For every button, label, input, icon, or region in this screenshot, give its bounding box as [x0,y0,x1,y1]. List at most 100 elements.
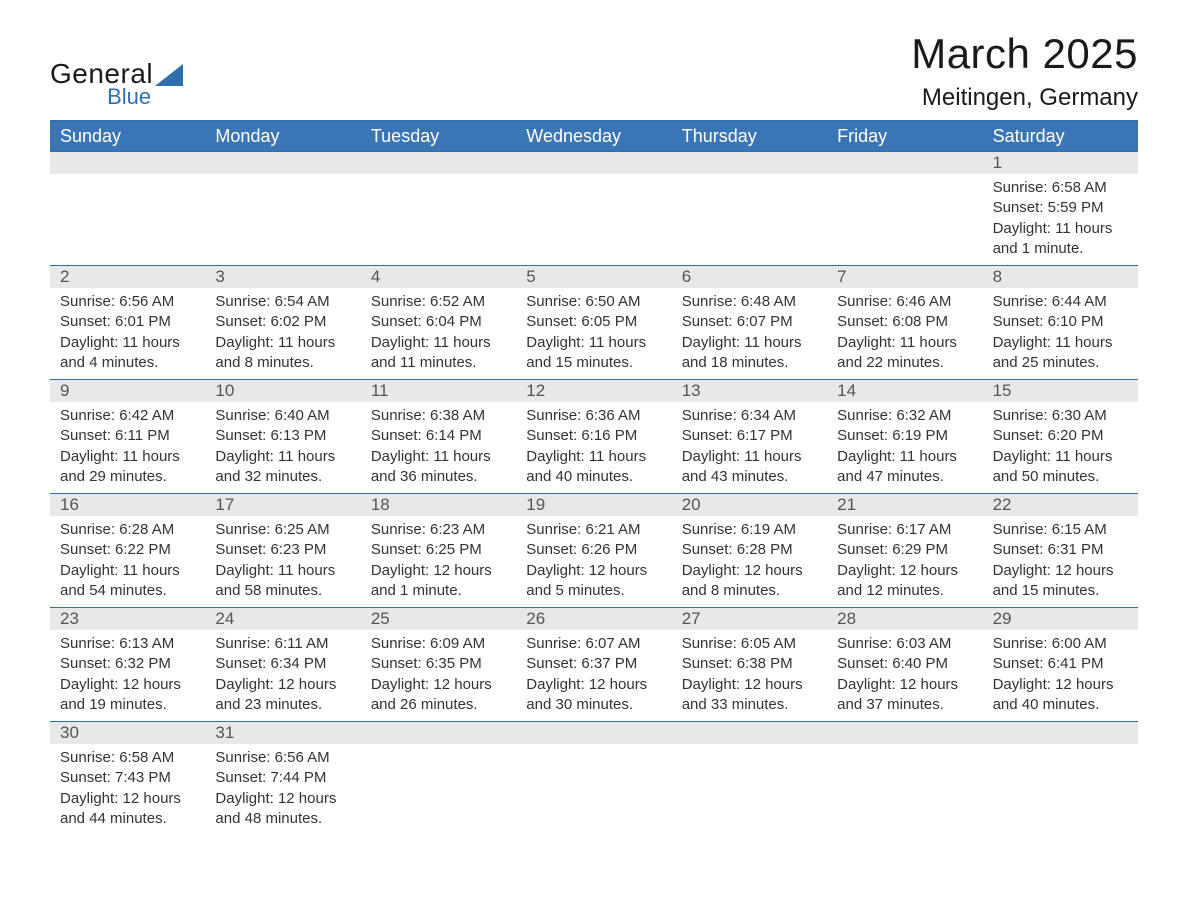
daylight-line: Daylight: 12 hours and 23 minutes. [215,675,350,716]
sunrise-line: Sunrise: 6:13 AM [60,634,195,654]
sunset-line: Sunset: 6:40 PM [837,654,972,674]
calendar-grid: SundayMondayTuesdayWednesdayThursdayFrid… [50,120,1138,835]
daylight-line: Daylight: 12 hours and 48 minutes. [215,789,350,830]
sunset-line: Sunset: 6:38 PM [682,654,817,674]
sunrise-line: Sunrise: 6:50 AM [526,292,661,312]
daylight-line: Daylight: 12 hours and 44 minutes. [60,789,195,830]
sunset-line: Sunset: 6:14 PM [371,426,506,446]
sunrise-line: Sunrise: 6:58 AM [60,748,195,768]
sunset-line: Sunset: 6:26 PM [526,540,661,560]
daylight-line: Daylight: 12 hours and 12 minutes. [837,561,972,602]
daylight-line: Daylight: 11 hours and 43 minutes. [682,447,817,488]
sunrise-line: Sunrise: 6:25 AM [215,520,350,540]
sunrise-line: Sunrise: 6:03 AM [837,634,972,654]
sunset-line: Sunset: 6:34 PM [215,654,350,674]
sunrise-line: Sunrise: 6:28 AM [60,520,195,540]
daylight-line: Daylight: 11 hours and 4 minutes. [60,333,195,374]
logo-sail-icon [155,64,183,86]
day-details: Sunrise: 6:42 AMSunset: 6:11 PMDaylight:… [50,402,205,493]
sunset-line: Sunset: 6:02 PM [215,312,350,332]
sunset-line: Sunset: 7:43 PM [60,768,195,788]
day-number: 28 [827,608,982,630]
day-of-week-header: Thursday [672,122,827,151]
sunset-line: Sunset: 6:05 PM [526,312,661,332]
header-row: General Blue March 2025 Meitingen, Germa… [50,30,1138,112]
day-cell: 26Sunrise: 6:07 AMSunset: 6:37 PMDayligh… [516,607,671,721]
day-cell: 9Sunrise: 6:42 AMSunset: 6:11 PMDaylight… [50,379,205,493]
sunrise-line: Sunrise: 6:44 AM [993,292,1128,312]
day-cell: 30Sunrise: 6:58 AMSunset: 7:43 PMDayligh… [50,721,205,835]
day-cell: 8Sunrise: 6:44 AMSunset: 6:10 PMDaylight… [983,265,1138,379]
daylight-line: Daylight: 12 hours and 5 minutes. [526,561,661,602]
day-details: Sunrise: 6:38 AMSunset: 6:14 PMDaylight:… [361,402,516,493]
day-of-week-header: Monday [205,122,360,151]
day-details: Sunrise: 6:09 AMSunset: 6:35 PMDaylight:… [361,630,516,721]
day-details: Sunrise: 6:17 AMSunset: 6:29 PMDaylight:… [827,516,982,607]
empty-cell [516,721,671,835]
day-number: 1 [983,152,1138,174]
empty-cell [672,151,827,265]
daylight-line: Daylight: 11 hours and 18 minutes. [682,333,817,374]
day-cell: 15Sunrise: 6:30 AMSunset: 6:20 PMDayligh… [983,379,1138,493]
empty-cell [50,151,205,265]
sunrise-line: Sunrise: 6:11 AM [215,634,350,654]
day-cell: 5Sunrise: 6:50 AMSunset: 6:05 PMDaylight… [516,265,671,379]
empty-cell [516,151,671,265]
day-details: Sunrise: 6:32 AMSunset: 6:19 PMDaylight:… [827,402,982,493]
daylight-line: Daylight: 11 hours and 22 minutes. [837,333,972,374]
sunrise-line: Sunrise: 6:46 AM [837,292,972,312]
day-cell: 17Sunrise: 6:25 AMSunset: 6:23 PMDayligh… [205,493,360,607]
day-number-band [516,722,671,744]
day-cell: 2Sunrise: 6:56 AMSunset: 6:01 PMDaylight… [50,265,205,379]
day-of-week-header: Friday [827,122,982,151]
sunset-line: Sunset: 6:32 PM [60,654,195,674]
sunset-line: Sunset: 5:59 PM [993,198,1128,218]
sunset-line: Sunset: 6:08 PM [837,312,972,332]
day-number-band [672,722,827,744]
day-number-band [516,152,671,174]
sunrise-line: Sunrise: 6:48 AM [682,292,817,312]
sunrise-line: Sunrise: 6:36 AM [526,406,661,426]
day-number: 17 [205,494,360,516]
day-details: Sunrise: 6:56 AMSunset: 6:01 PMDaylight:… [50,288,205,379]
day-details: Sunrise: 6:15 AMSunset: 6:31 PMDaylight:… [983,516,1138,607]
day-cell: 14Sunrise: 6:32 AMSunset: 6:19 PMDayligh… [827,379,982,493]
day-number: 19 [516,494,671,516]
day-number: 25 [361,608,516,630]
day-cell: 29Sunrise: 6:00 AMSunset: 6:41 PMDayligh… [983,607,1138,721]
day-number-band [205,152,360,174]
sunrise-line: Sunrise: 6:56 AM [60,292,195,312]
day-number: 18 [361,494,516,516]
day-details: Sunrise: 6:19 AMSunset: 6:28 PMDaylight:… [672,516,827,607]
day-details: Sunrise: 6:21 AMSunset: 6:26 PMDaylight:… [516,516,671,607]
sunrise-line: Sunrise: 6:09 AM [371,634,506,654]
daylight-line: Daylight: 11 hours and 15 minutes. [526,333,661,374]
day-cell: 12Sunrise: 6:36 AMSunset: 6:16 PMDayligh… [516,379,671,493]
day-number: 27 [672,608,827,630]
day-details: Sunrise: 6:58 AMSunset: 7:43 PMDaylight:… [50,744,205,835]
day-number: 31 [205,722,360,744]
day-cell: 4Sunrise: 6:52 AMSunset: 6:04 PMDaylight… [361,265,516,379]
day-details: Sunrise: 6:25 AMSunset: 6:23 PMDaylight:… [205,516,360,607]
day-details: Sunrise: 6:58 AMSunset: 5:59 PMDaylight:… [983,174,1138,265]
sunset-line: Sunset: 6:25 PM [371,540,506,560]
daylight-line: Daylight: 11 hours and 36 minutes. [371,447,506,488]
day-details: Sunrise: 6:48 AMSunset: 6:07 PMDaylight:… [672,288,827,379]
day-of-week-header: Sunday [50,122,205,151]
sunrise-line: Sunrise: 6:15 AM [993,520,1128,540]
day-cell: 6Sunrise: 6:48 AMSunset: 6:07 PMDaylight… [672,265,827,379]
sunrise-line: Sunrise: 6:07 AM [526,634,661,654]
daylight-line: Daylight: 11 hours and 32 minutes. [215,447,350,488]
day-details: Sunrise: 6:50 AMSunset: 6:05 PMDaylight:… [516,288,671,379]
day-number: 11 [361,380,516,402]
sunset-line: Sunset: 6:11 PM [60,426,195,446]
sunset-line: Sunset: 6:04 PM [371,312,506,332]
daylight-line: Daylight: 12 hours and 37 minutes. [837,675,972,716]
day-cell: 7Sunrise: 6:46 AMSunset: 6:08 PMDaylight… [827,265,982,379]
day-cell: 10Sunrise: 6:40 AMSunset: 6:13 PMDayligh… [205,379,360,493]
sunset-line: Sunset: 6:10 PM [993,312,1128,332]
sunrise-line: Sunrise: 6:58 AM [993,178,1128,198]
empty-cell [827,151,982,265]
daylight-line: Daylight: 12 hours and 33 minutes. [682,675,817,716]
day-number: 6 [672,266,827,288]
